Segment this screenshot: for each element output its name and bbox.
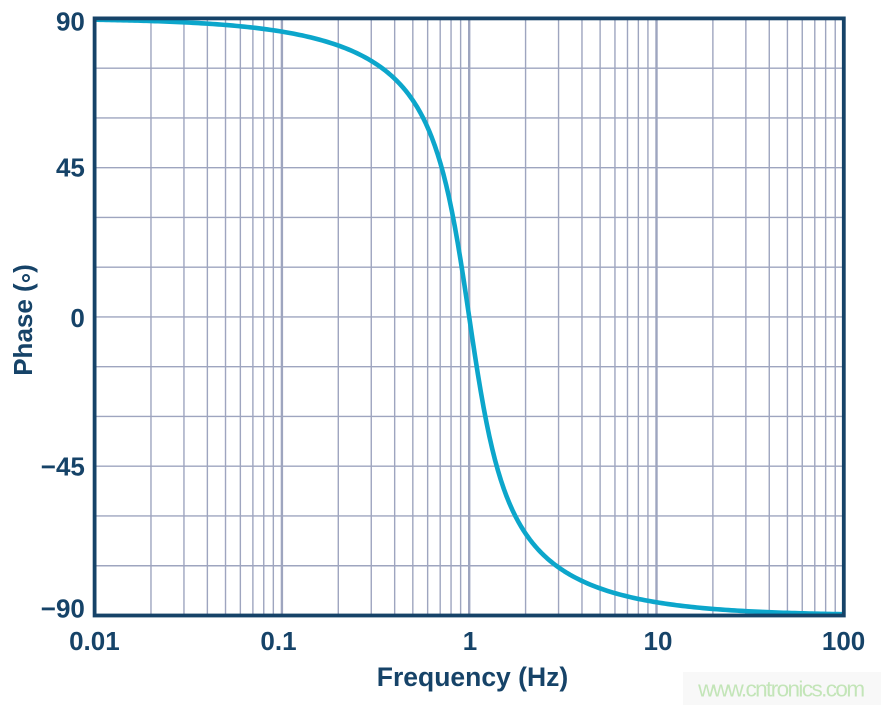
svg-text:0.1: 0.1	[260, 626, 296, 656]
svg-text:www.cntronics.com: www.cntronics.com	[697, 677, 864, 702]
svg-text:45: 45	[56, 152, 85, 182]
svg-text:Frequency (Hz): Frequency (Hz)	[377, 662, 568, 692]
svg-text:100: 100	[822, 626, 865, 656]
svg-text:0.01: 0.01	[69, 626, 120, 656]
svg-text:10: 10	[644, 626, 673, 656]
svg-text:−45: −45	[41, 452, 85, 482]
svg-text:−90: −90	[41, 594, 85, 624]
svg-text:1: 1	[463, 626, 477, 656]
svg-text:0: 0	[70, 303, 84, 333]
svg-text:90: 90	[56, 6, 85, 36]
